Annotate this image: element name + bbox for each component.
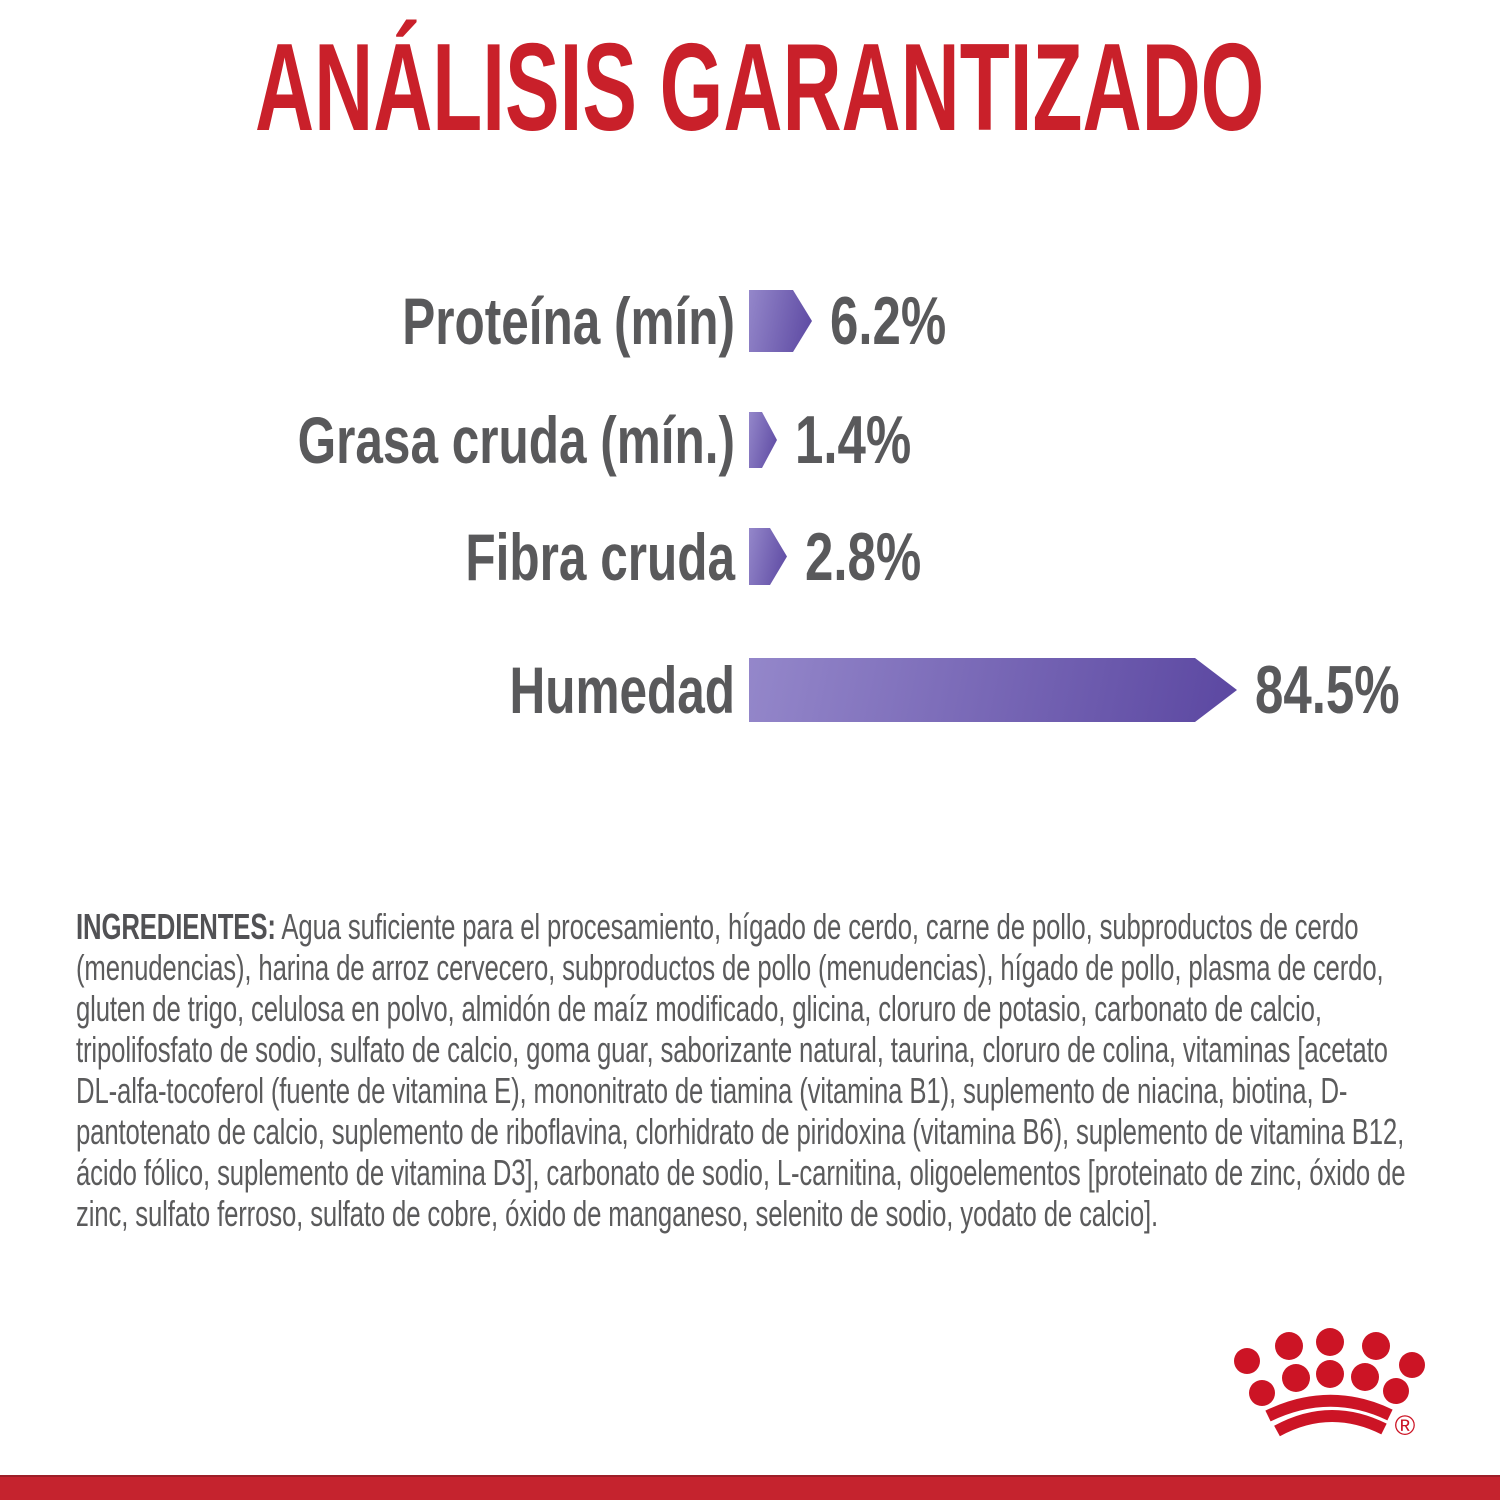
nutrient-label: Grasa cruda (mín.) bbox=[297, 403, 735, 477]
crown-dots bbox=[1234, 1328, 1425, 1406]
page-title: ANÁLISIS GARANTIZADO bbox=[254, 19, 1265, 157]
registered-trademark: ® bbox=[1395, 1410, 1416, 1441]
ingredients-paragraph: INGREDIENTES: Agua suficiente para el pr… bbox=[76, 906, 1427, 1234]
royal-canin-crown-logo-icon: ® bbox=[1234, 1328, 1425, 1441]
chart-row-fiber: Fibra cruda 2.8% bbox=[0, 519, 960, 595]
nutrient-label: Humedad bbox=[509, 653, 735, 727]
nutrient-bar bbox=[749, 412, 777, 468]
ingredients-heading: INGREDIENTES: bbox=[76, 906, 276, 947]
nutrient-value: 6.2% bbox=[830, 283, 947, 359]
ingredients-text: Agua suficiente para el procesamiento, h… bbox=[76, 906, 1406, 1234]
nutrient-bar bbox=[749, 528, 787, 585]
nutrient-bar bbox=[749, 290, 812, 352]
bottom-red-bar bbox=[0, 1475, 1500, 1500]
chart-row-protein: Proteína (mín) 6.2% bbox=[0, 283, 985, 359]
chart-row-fat: Grasa cruda (mín.) 1.4% bbox=[0, 402, 950, 478]
nutrient-value: 1.4% bbox=[795, 402, 912, 478]
nutrient-label: Proteína (mín) bbox=[402, 284, 735, 358]
nutrient-bar bbox=[749, 658, 1237, 722]
chart-row-moisture: Humedad 84.5% bbox=[0, 652, 1448, 728]
crown-arcs bbox=[1265, 1394, 1393, 1437]
nutrient-label: Fibra cruda bbox=[465, 519, 735, 594]
nutrient-value: 2.8% bbox=[805, 518, 922, 595]
nutrient-value: 84.5% bbox=[1255, 652, 1400, 728]
